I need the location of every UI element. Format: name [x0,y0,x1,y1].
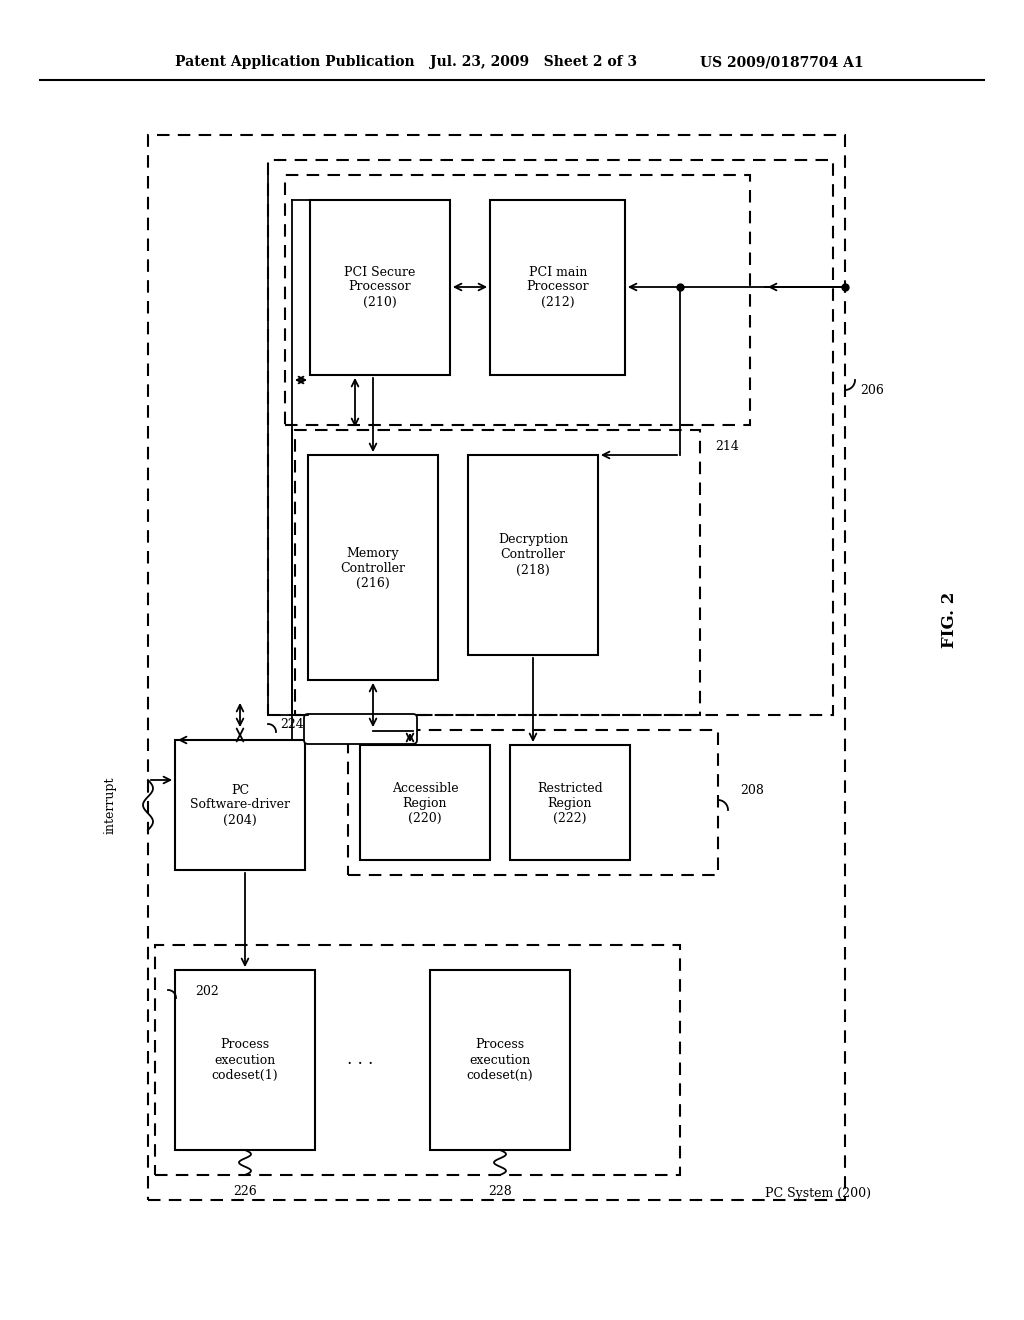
Text: PCI main
Processor
(212): PCI main Processor (212) [526,265,590,309]
Text: 202: 202 [195,985,219,998]
Text: 228: 228 [488,1185,512,1199]
Bar [310,201,450,375]
Text: Patent Application Publication: Patent Application Publication [175,55,415,69]
Bar [468,455,598,655]
Bar [285,176,750,425]
Text: Process
execution
codeset(1): Process execution codeset(1) [212,1039,279,1081]
Bar [348,730,718,875]
Bar [360,744,490,861]
Bar [175,970,315,1150]
Text: Process
execution
codeset(n): Process execution codeset(n) [467,1039,534,1081]
Text: interrupt: interrupt [103,776,117,834]
Bar [510,744,630,861]
Bar [175,741,305,870]
Bar [490,201,625,375]
Text: 226: 226 [233,1185,257,1199]
Bar [148,135,845,1200]
Text: PC System (200): PC System (200) [765,1187,871,1200]
Bar [155,945,680,1175]
Text: 208: 208 [740,784,764,796]
Text: FIG. 2: FIG. 2 [941,591,958,648]
Text: Memory
Controller
(216): Memory Controller (216) [341,546,406,590]
Text: 206: 206 [860,384,884,396]
Text: Jul. 23, 2009   Sheet 2 of 3: Jul. 23, 2009 Sheet 2 of 3 [430,55,637,69]
Text: Accessible
Region
(220): Accessible Region (220) [392,781,459,825]
Bar [295,430,700,715]
Text: . . .: . . . [347,1052,373,1068]
Text: 214: 214 [715,440,739,453]
Bar [308,455,438,680]
Text: PC
Software-driver
(204): PC Software-driver (204) [190,784,290,826]
Text: PCI Secure
Processor
(210): PCI Secure Processor (210) [344,265,416,309]
Bar [268,160,833,715]
Text: 224: 224 [280,718,304,730]
Bar [430,970,570,1150]
Text: Decryption
Controller
(218): Decryption Controller (218) [498,533,568,577]
FancyBboxPatch shape [304,714,417,744]
Text: US 2009/0187704 A1: US 2009/0187704 A1 [700,55,863,69]
Text: Restricted
Region
(222): Restricted Region (222) [538,781,603,825]
